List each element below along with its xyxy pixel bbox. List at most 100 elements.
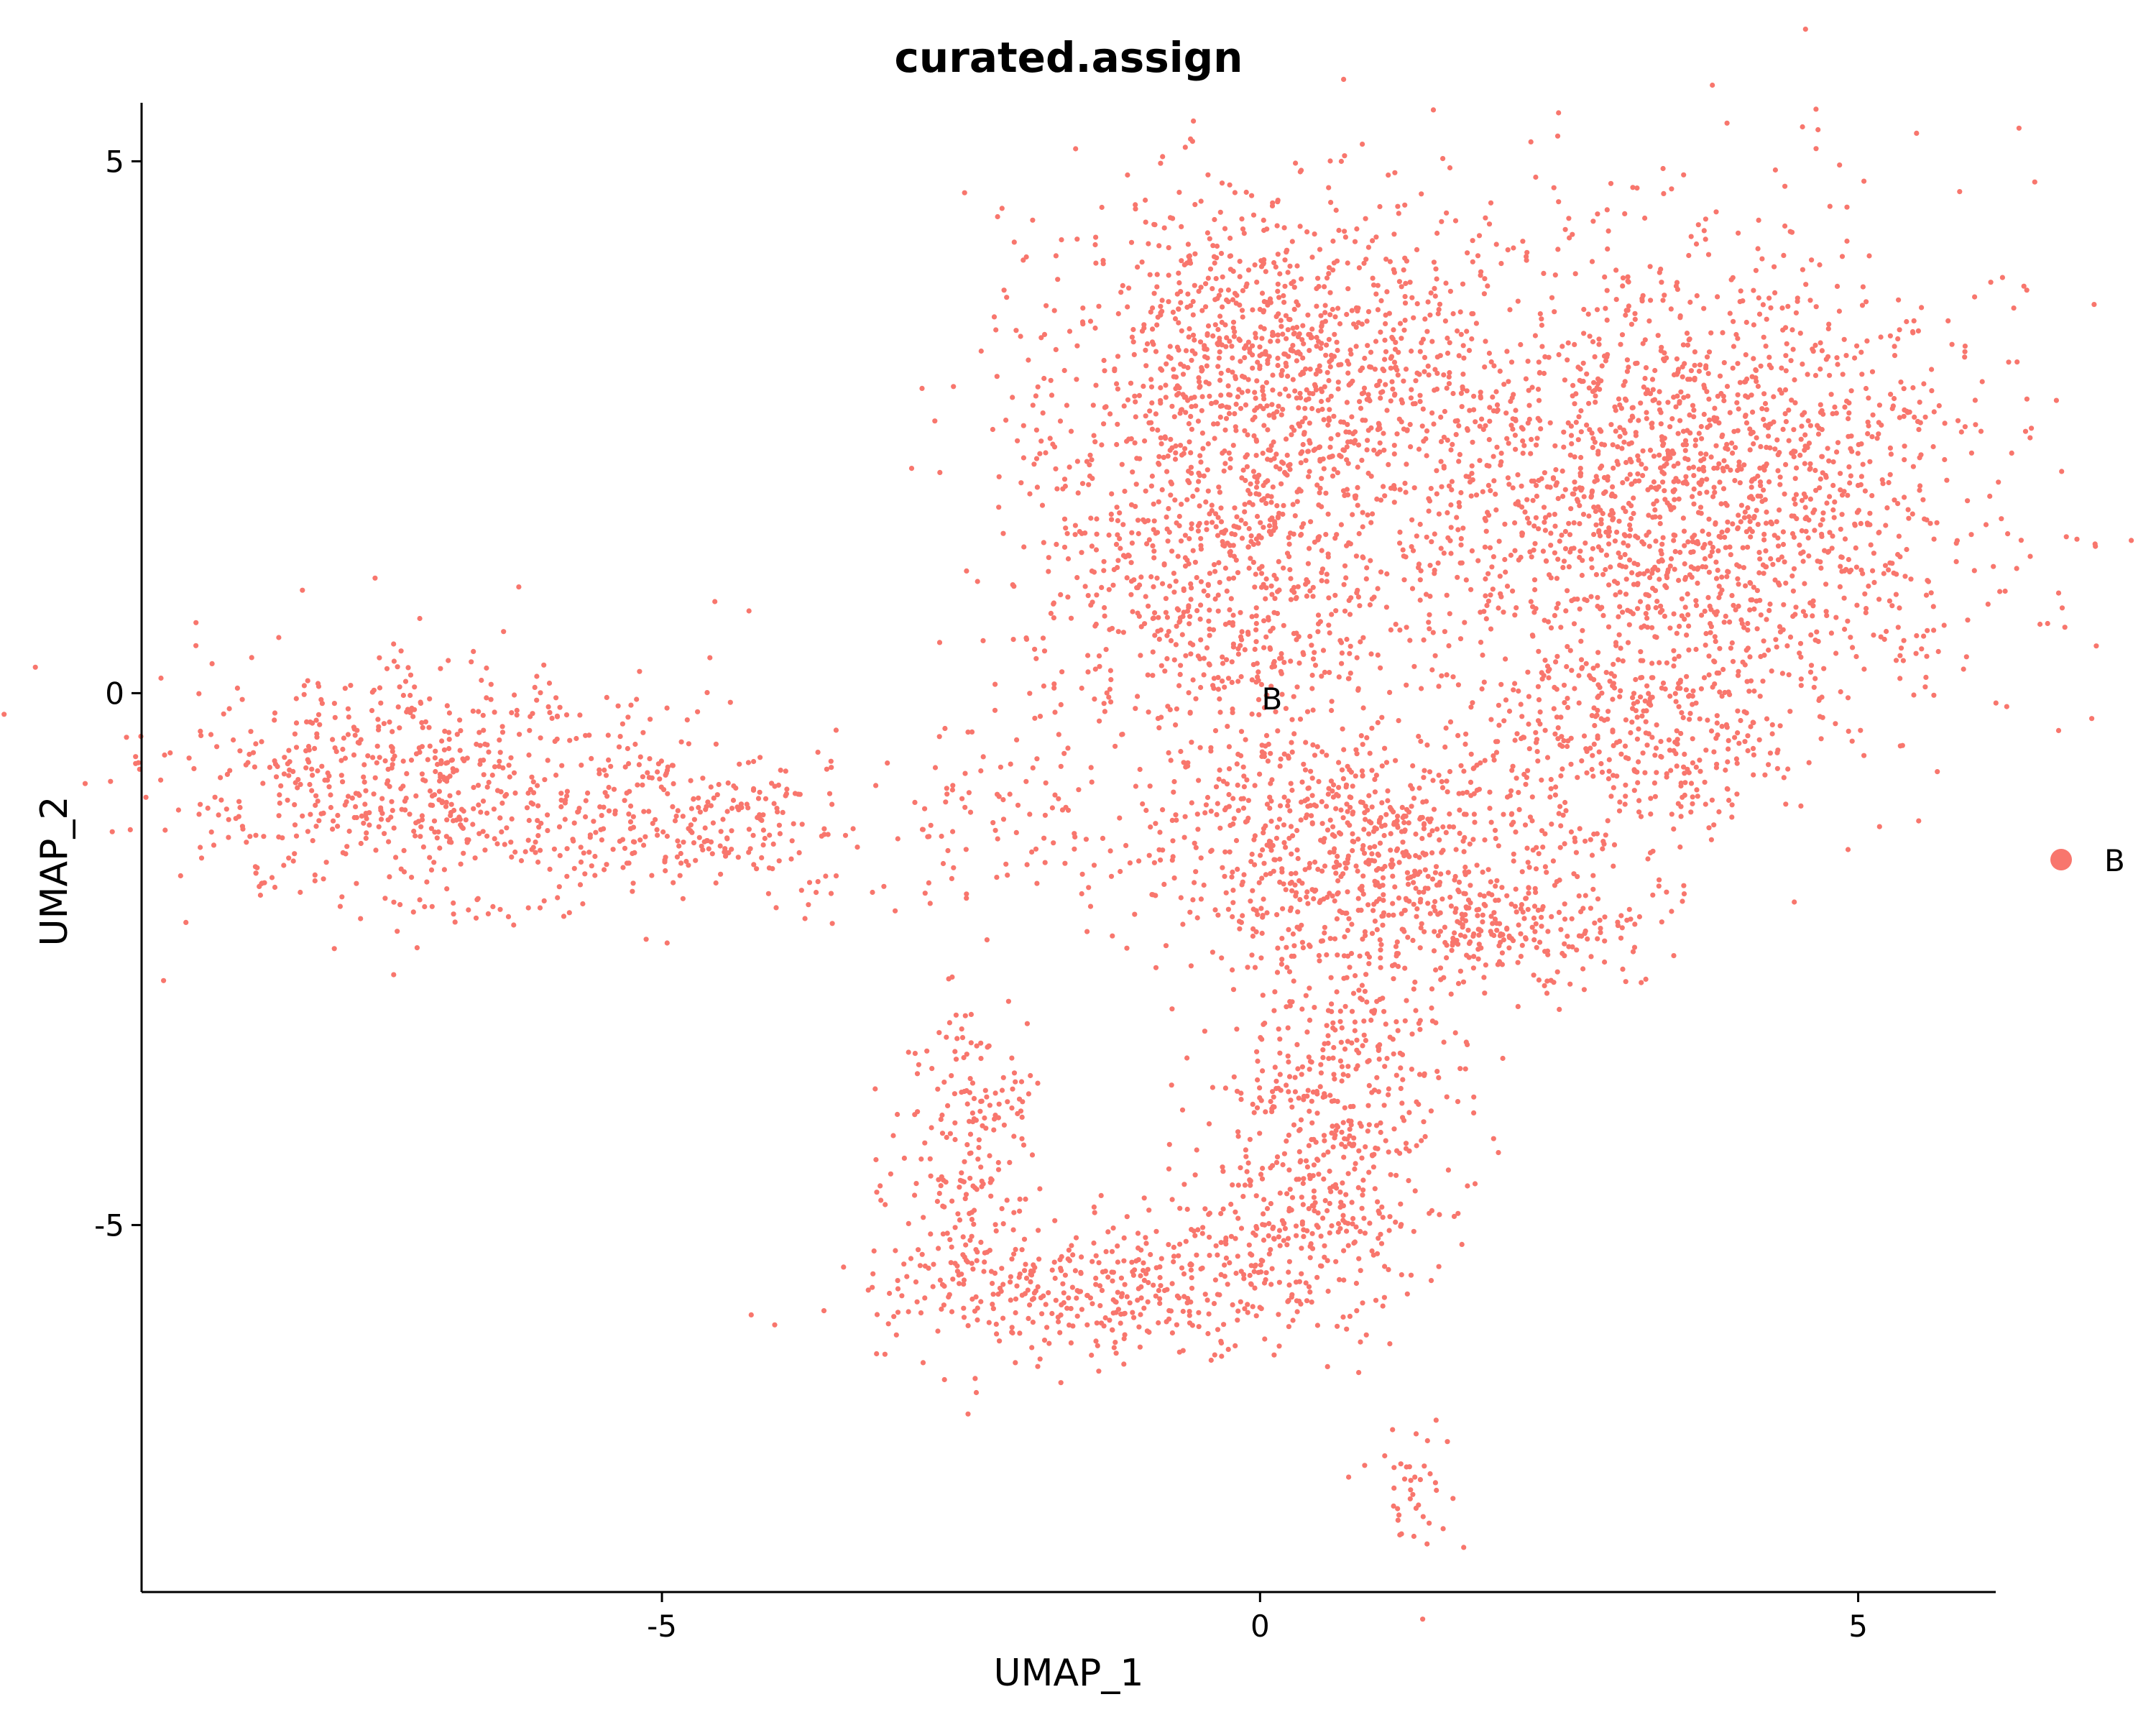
data-point: [1156, 615, 1161, 620]
data-point: [1767, 750, 1773, 756]
data-point: [1727, 310, 1733, 316]
data-point: [1133, 482, 1139, 487]
data-point: [358, 840, 364, 847]
data-point: [1221, 530, 1227, 536]
data-point: [286, 773, 292, 778]
data-point: [1326, 271, 1332, 277]
data-point: [1370, 238, 1376, 244]
data-point: [1160, 581, 1166, 586]
data-point: [747, 846, 753, 852]
data-point: [842, 832, 849, 838]
data-point: [1232, 329, 1238, 335]
data-point: [1774, 644, 1779, 650]
data-point: [1915, 328, 1921, 334]
data-point: [1743, 319, 1749, 326]
data-point: [1679, 596, 1685, 602]
data-point: [335, 812, 341, 819]
data-point: [535, 833, 541, 839]
data-point: [1625, 543, 1631, 548]
data-point: [1782, 223, 1788, 229]
data-point: [226, 816, 231, 822]
data-point: [1370, 275, 1376, 281]
data-point: [1063, 525, 1069, 531]
data-point: [1774, 519, 1779, 525]
data-point: [675, 808, 681, 814]
data-point: [1230, 575, 1237, 581]
data-point: [1671, 826, 1677, 832]
data-point: [410, 714, 416, 719]
data-point: [1662, 456, 1667, 461]
data-point: [1344, 487, 1350, 492]
data-point: [731, 783, 737, 789]
data-point: [484, 695, 489, 701]
data-point: [1125, 172, 1130, 178]
data-point: [1675, 479, 1681, 484]
data-point: [1099, 204, 1105, 211]
data-point: [1033, 427, 1039, 433]
data-point: [1159, 487, 1165, 493]
data-point: [996, 794, 1002, 799]
data-point: [292, 802, 298, 808]
data-point: [1051, 685, 1057, 691]
data-point: [689, 829, 695, 835]
data-point: [330, 827, 336, 832]
data-point: [1533, 174, 1539, 180]
data-point: [1471, 407, 1477, 413]
data-point: [1962, 349, 1968, 354]
data-point: [1627, 472, 1633, 477]
data-point: [1812, 528, 1818, 533]
data-point: [1576, 414, 1582, 420]
data-point: [1790, 346, 1796, 352]
data-point: [193, 643, 199, 648]
data-point: [1711, 484, 1717, 490]
data-point: [1335, 305, 1341, 311]
data-point: [1584, 422, 1590, 428]
data-point: [1779, 305, 1785, 311]
data-point: [1537, 418, 1543, 423]
data-point: [1254, 378, 1260, 384]
data-point: [1249, 614, 1255, 620]
data-point: [1578, 408, 1584, 414]
data-point: [1254, 479, 1260, 485]
data-point: [1184, 497, 1190, 502]
data-point: [1700, 545, 1706, 551]
data-point: [1515, 298, 1521, 304]
data-point: [1525, 669, 1531, 675]
data-point: [1709, 549, 1715, 555]
data-point: [1327, 630, 1332, 636]
data-point: [1280, 331, 1286, 337]
data-point: [1792, 448, 1798, 454]
data-point: [1741, 515, 1747, 520]
data-point: [1743, 352, 1749, 358]
data-point: [1275, 338, 1281, 344]
data-point: [2018, 538, 2024, 543]
data-point: [1674, 741, 1680, 747]
data-point: [1561, 682, 1567, 688]
data-point: [598, 827, 604, 832]
data-point: [1825, 446, 1830, 451]
data-point: [1183, 410, 1189, 415]
data-point: [1551, 185, 1557, 190]
data-point: [1853, 653, 1859, 660]
data-point: [1431, 421, 1437, 427]
data-point: [1033, 656, 1039, 661]
data-point: [1490, 586, 1496, 592]
data-point: [1878, 334, 1884, 340]
data-point: [1583, 746, 1589, 752]
data-point: [815, 750, 821, 755]
data-point: [1694, 293, 1700, 299]
data-point: [1460, 372, 1466, 377]
data-point: [1204, 332, 1210, 338]
data-point: [1653, 745, 1659, 751]
data-point: [1730, 365, 1736, 371]
data-point: [992, 707, 998, 713]
data-point: [1561, 444, 1567, 450]
data-point: [1887, 333, 1893, 339]
data-point: [1658, 266, 1664, 272]
data-point: [1068, 428, 1074, 434]
data-point: [1565, 696, 1570, 702]
data-point: [1685, 539, 1691, 545]
data-point: [1867, 459, 1873, 464]
data-point: [932, 418, 938, 424]
data-point: [1542, 520, 1547, 525]
